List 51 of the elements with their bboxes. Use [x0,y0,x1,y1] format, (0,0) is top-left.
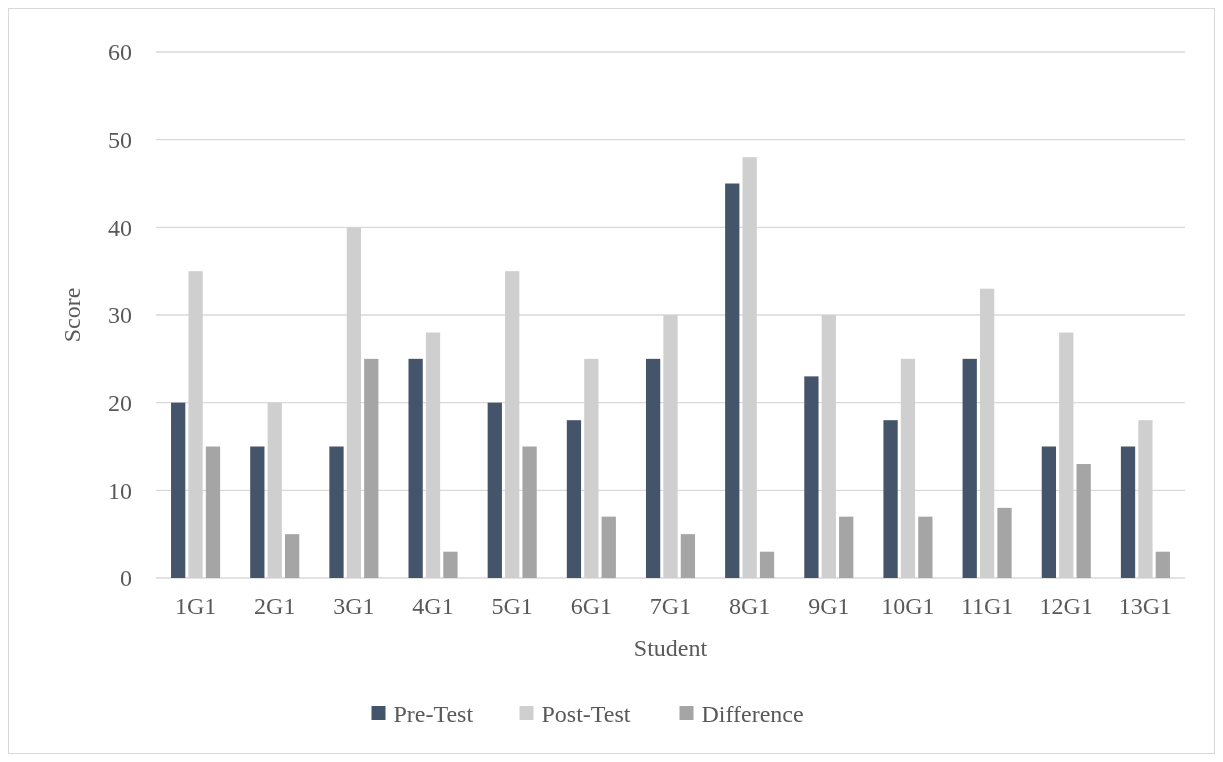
bar [171,402,186,578]
y-tick-label: 50 [108,127,132,154]
bar [522,446,537,578]
x-tick-label: 13G1 [1118,593,1173,619]
x-tick-label: 12G1 [1039,593,1093,619]
y-tick-label: 20 [108,390,132,417]
y-tick-label: 40 [108,214,132,241]
bar [1155,551,1170,578]
bar [645,358,661,578]
y-tick-label: 30 [108,302,132,329]
bar [329,446,344,578]
bar [408,358,423,578]
bar [487,402,502,578]
bar [205,446,221,578]
x-tick-label: 11G1 [960,593,1014,619]
bar [443,551,458,578]
bar [1120,446,1136,578]
legend-label: Post-Test [541,701,631,728]
bar [250,446,265,578]
bar [918,516,933,578]
x-tick-label: 9G1 [808,593,850,619]
x-tick-label: 6G1 [570,593,613,619]
bar [1041,446,1056,578]
y-tick-label: 60 [108,39,132,66]
bar [839,516,854,578]
legend-label: Difference [701,701,804,728]
y-tick-label: 10 [108,477,132,504]
x-tick-label: 5G1 [491,593,533,619]
bar [759,551,775,578]
bar [285,534,300,578]
x-tick-label: 8G1 [728,593,771,619]
y-axis-title: Score [59,287,85,343]
bar [566,420,582,578]
y-tick-label: 0 [120,565,132,592]
bar [1076,464,1091,578]
x-axis-title: Student [633,635,708,661]
legend-label: Pre-Test [393,701,474,728]
bar [997,507,1012,578]
x-tick-label: 1G1 [174,593,217,619]
bar [804,376,819,578]
bar [364,358,379,578]
x-tick-label: 3G1 [333,593,375,619]
x-tick-label: 2G1 [254,593,296,619]
bar [883,420,898,578]
bar [601,516,616,578]
x-tick-label: 10G1 [881,593,935,619]
bar [962,358,977,578]
x-tick-label: 4G1 [412,593,454,619]
x-tick-label: 7G1 [649,593,692,619]
bar [725,183,740,578]
bar [680,534,696,578]
